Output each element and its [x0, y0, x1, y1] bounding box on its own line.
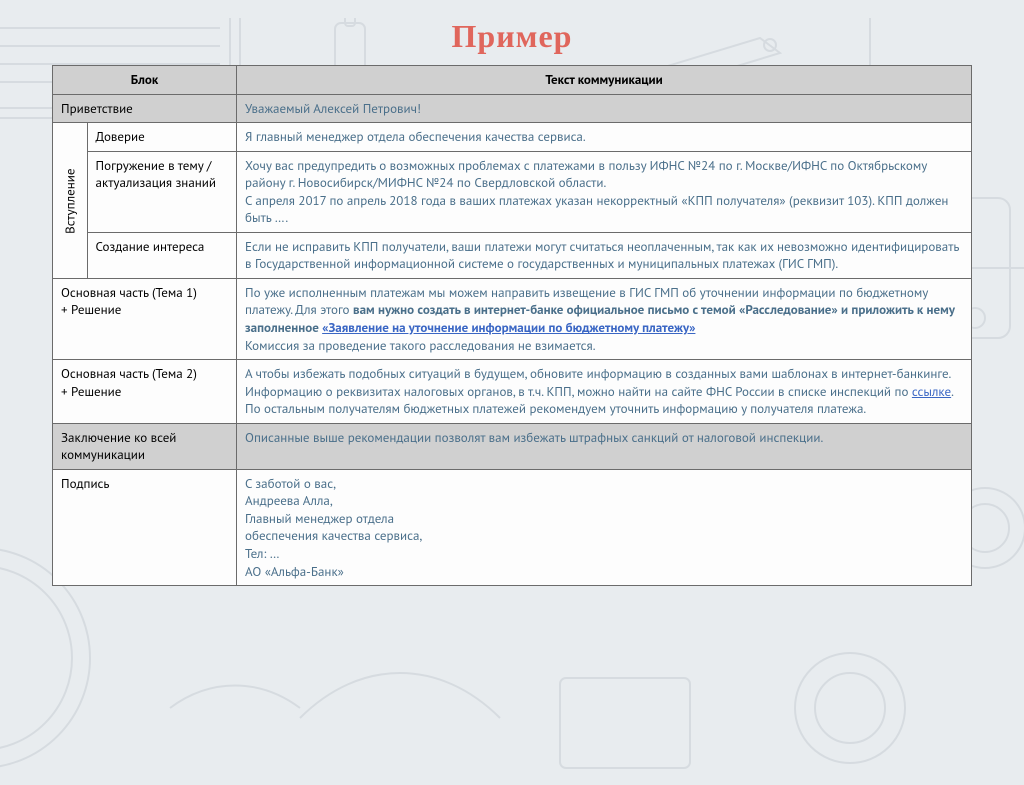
- text-main2: А чтобы избежать подобных ситуаций в буд…: [237, 360, 972, 424]
- main1-part4: Комиссия за проведение такого расследова…: [245, 337, 595, 354]
- label-context: Погружение в тему /актуализация знаний: [87, 151, 237, 232]
- text-trust: Я главный менеджер отдела обеспечения ка…: [237, 123, 972, 152]
- row-main1: Основная часть (Тема 1) + Решение По уже…: [53, 278, 972, 359]
- communication-table: Блок Текст коммуникации Приветствие Уваж…: [52, 65, 972, 586]
- label-greeting: Приветствие: [53, 94, 237, 123]
- header-text: Текст коммуникации: [237, 66, 972, 95]
- label-main2: Основная часть (Тема 2) + Решение: [53, 360, 237, 424]
- row-context: Погружение в тему /актуализация знаний Х…: [53, 151, 972, 232]
- text-conclusion: Описанные выше рекомендации позволят вам…: [237, 423, 972, 469]
- main1-link[interactable]: «Заявление на уточнение информации по бю…: [322, 319, 695, 336]
- row-signature: Подпись С заботой о вас,Андреева Алла,Гл…: [53, 469, 972, 585]
- text-context: Хочу вас предупредить о возможных пробле…: [237, 151, 972, 232]
- label-signature: Подпись: [53, 469, 237, 585]
- table-container: Блок Текст коммуникации Приветствие Уваж…: [52, 65, 972, 586]
- label-intro-group: Вступление: [53, 123, 88, 279]
- table-header-row: Блок Текст коммуникации: [53, 66, 972, 95]
- label-main1: Основная часть (Тема 1) + Решение: [53, 278, 237, 359]
- row-interest: Создание интереса Если не исправить КПП …: [53, 232, 972, 278]
- row-trust: Вступление Доверие Я главный менеджер от…: [53, 123, 972, 152]
- text-greeting: Уважаемый Алексей Петрович!: [237, 94, 972, 123]
- text-main1: По уже исполненным платежам мы можем нап…: [237, 278, 972, 359]
- main2-link[interactable]: ссылке: [912, 383, 951, 400]
- text-interest: Если не исправить КПП получатели, ваши п…: [237, 232, 972, 278]
- label-conclusion: Заключение ко всей коммуникации: [53, 423, 237, 469]
- page-title: Пример: [0, 18, 1024, 55]
- row-main2: Основная часть (Тема 2) + Решение А чтоб…: [53, 360, 972, 424]
- label-trust: Доверие: [87, 123, 237, 152]
- label-interest: Создание интереса: [87, 232, 237, 278]
- main2-part1: А чтобы избежать подобных ситуаций в буд…: [245, 365, 951, 400]
- header-block: Блок: [53, 66, 237, 95]
- row-greeting: Приветствие Уважаемый Алексей Петрович!: [53, 94, 972, 123]
- text-signature: С заботой о вас,Андреева Алла,Главный ме…: [237, 469, 972, 585]
- row-conclusion: Заключение ко всей коммуникации Описанны…: [53, 423, 972, 469]
